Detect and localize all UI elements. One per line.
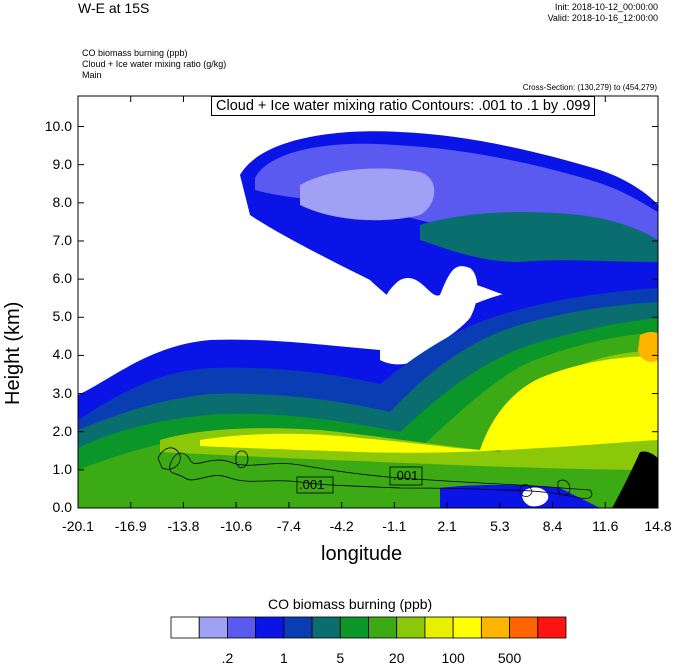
colorbar-tick-label: 500 bbox=[497, 650, 522, 666]
y-tick-label: 8.0 bbox=[52, 193, 72, 210]
colorbar-swatch bbox=[396, 616, 426, 639]
init-time: Init: 2018-10-12_00:00:00 bbox=[554, 2, 658, 12]
x-axis-label: longitude bbox=[321, 543, 403, 565]
colorbar-swatch bbox=[283, 616, 313, 639]
plot-title: W-E at 15S bbox=[78, 0, 150, 16]
field-list: CO biomass burning (ppb) Cloud + Ice wat… bbox=[82, 48, 226, 81]
cloud-contours bbox=[157, 447, 593, 499]
y-tick-label: 10.0 bbox=[44, 117, 72, 134]
x-tick-label: 11.6 bbox=[592, 518, 619, 534]
x-tick-label: 2.1 bbox=[437, 518, 457, 534]
colorbar-tick-label: .2 bbox=[221, 650, 234, 666]
y-tick-label: 2.0 bbox=[52, 422, 72, 439]
valid-time: Valid: 2018-10-16_12:00:00 bbox=[547, 13, 658, 23]
y-tick-label: 1.0 bbox=[52, 460, 72, 477]
colorbar-swatch bbox=[198, 616, 228, 639]
x-tick-label: 5.3 bbox=[490, 518, 510, 534]
x-tick-label: -10.6 bbox=[220, 518, 253, 534]
field-main: Main bbox=[82, 70, 102, 80]
colorbar-swatch bbox=[424, 616, 454, 639]
colorbar-tick-label: 1 bbox=[279, 650, 288, 666]
contour-label-1: .001 bbox=[299, 477, 325, 492]
colorbar-swatch bbox=[170, 616, 200, 639]
y-ticks bbox=[78, 126, 658, 509]
colorbar-swatch bbox=[368, 616, 398, 639]
y-tick-label: 7.0 bbox=[52, 231, 72, 248]
y-tick-label: 6.0 bbox=[52, 270, 72, 287]
colorbar-tick-label: 20 bbox=[388, 650, 405, 666]
contour-info-box: Cloud + Ice water mixing ratio Contours:… bbox=[211, 96, 596, 116]
colorbar-swatch bbox=[509, 616, 539, 639]
x-tick-label: 8.4 bbox=[542, 518, 563, 534]
colorbar-swatch bbox=[480, 616, 510, 639]
field-co: CO biomass burning (ppb) bbox=[82, 48, 188, 58]
x-ticks bbox=[77, 96, 659, 508]
x-tick-label: -20.1 bbox=[62, 518, 94, 534]
x-tick-label: -16.9 bbox=[114, 518, 147, 534]
y-tick-label: 5.0 bbox=[52, 308, 72, 325]
field-cloud: Cloud + Ice water mixing ratio (g/kg) bbox=[82, 59, 227, 69]
colorbar-swatch bbox=[311, 616, 341, 639]
colorbar-swatch bbox=[339, 616, 369, 639]
colorbar-swatch bbox=[452, 616, 482, 639]
x-tick-label: -4.2 bbox=[329, 518, 354, 534]
colorbar-tick-label: 5 bbox=[336, 650, 345, 666]
y-tick-label: 9.0 bbox=[52, 155, 72, 172]
y-tick-label: 4.0 bbox=[52, 346, 72, 363]
timestamps: Init: 2018-10-12_00:00:00 Valid: 2018-10… bbox=[548, 2, 658, 24]
colorbar-swatch bbox=[255, 616, 285, 639]
x-tick-label: 14.8 bbox=[644, 518, 672, 534]
co-field bbox=[78, 131, 658, 508]
colorbar-tick-label: 100 bbox=[441, 650, 465, 666]
cross-section-label: Cross-Section: (130,279) to (454,279) bbox=[522, 83, 657, 92]
colorbar bbox=[170, 616, 567, 639]
x-tick-label: -13.8 bbox=[167, 518, 200, 534]
colorbar-swatch bbox=[537, 616, 567, 639]
x-tick-label: -7.4 bbox=[276, 518, 301, 534]
colorbar-swatch bbox=[227, 616, 257, 639]
x-tick-label: -1.1 bbox=[382, 518, 407, 534]
y-tick-label: 0.0 bbox=[52, 499, 72, 515]
contour-label-2: .001 bbox=[393, 468, 419, 483]
colorbar-title: CO biomass burning (ppb) bbox=[268, 596, 433, 612]
y-tick-label: 3.0 bbox=[52, 384, 72, 401]
